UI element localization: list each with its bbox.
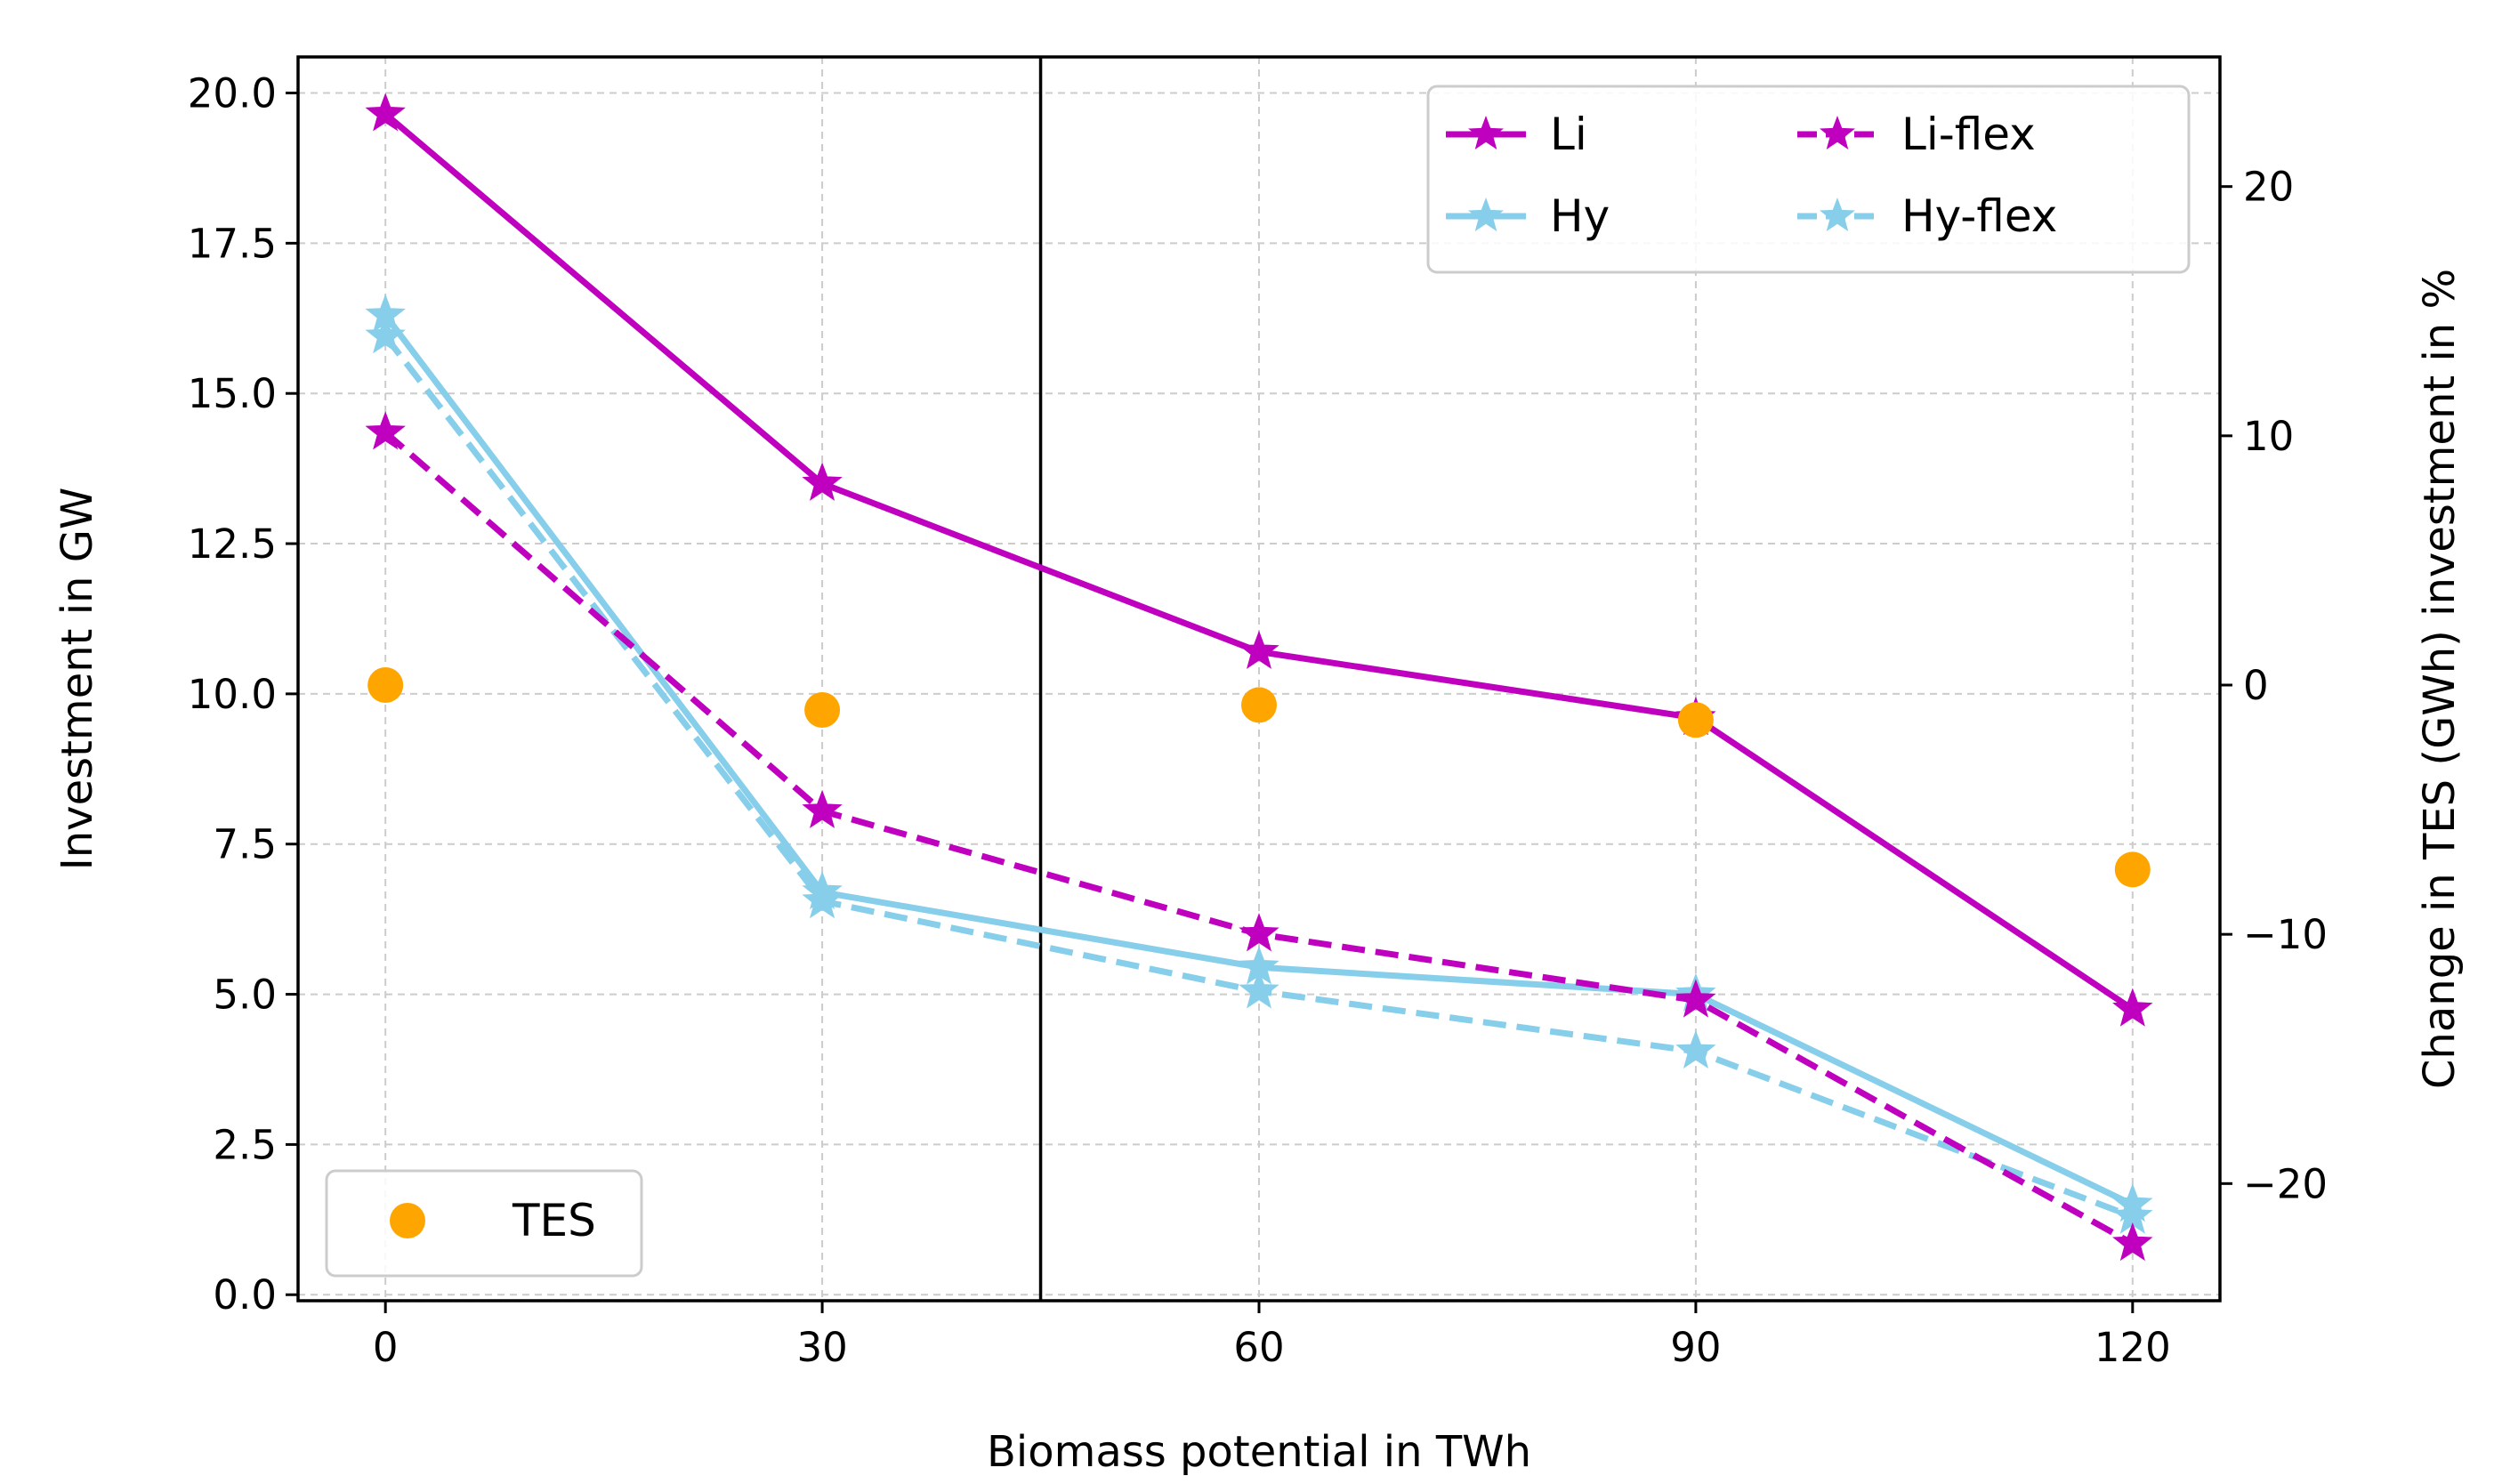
y2-axis-title: Change in TES (GWh) investment in % (2415, 269, 2465, 1089)
data-point-li (2112, 988, 2153, 1027)
y2-tick-label: 10 (2243, 413, 2294, 460)
y-axis-title: Investment in GW (52, 488, 102, 871)
y2-tick-label: 0 (2243, 662, 2269, 709)
data-point-li (802, 462, 843, 501)
x-axis-title: Biomass potential in TWh (987, 1427, 1531, 1477)
data-point-li (1239, 630, 1279, 669)
legend-label-hy: Hy (1550, 190, 1610, 242)
data-point-tes (2114, 851, 2151, 888)
legend-swatch-marker-hy (1468, 198, 1504, 231)
data-point-tes (1241, 687, 1277, 723)
x-axis-ticks: 0 30 60 90 120 (373, 1301, 2171, 1371)
data-point-tes (804, 692, 841, 729)
data-point-tes (1677, 702, 1714, 738)
data-point-li-flex (1239, 913, 1279, 952)
legend-entry-li: Li (1446, 109, 1587, 160)
y-axis-ticks: 0.0 2.5 5.0 7.5 10.0 12.5 15.0 17.5 20.0 (188, 70, 298, 1319)
y-tick-label: 15.0 (188, 370, 277, 417)
y2-tick-label: −10 (2243, 911, 2328, 958)
data-point-hy (1239, 946, 1279, 985)
legend-label-hy-flex: Hy-flex (1901, 190, 2057, 242)
data-point-hy (2112, 1183, 2153, 1222)
x-tick-label: 120 (2094, 1324, 2171, 1371)
legend-main: Li Li-flex Hy Hy-flex (1426, 85, 2191, 274)
y-tick-label: 20.0 (188, 70, 277, 117)
y2-tick-label: −20 (2243, 1160, 2328, 1207)
legend-swatch-marker-li-flex (1820, 116, 1855, 149)
y-tick-label: 12.5 (188, 520, 277, 568)
data-point-li (365, 93, 406, 132)
y2-axis-ticks: −20 −10 0 10 20 (2220, 164, 2328, 1207)
x-tick-label: 60 (1233, 1324, 1284, 1371)
legend-label-li: Li (1550, 109, 1587, 160)
data-point-li-flex (2112, 1222, 2153, 1262)
legend-swatch-marker-hy-flex (1820, 198, 1855, 231)
data-point-tes (367, 667, 404, 704)
legend-entry-li-flex: Li-flex (1797, 109, 2036, 160)
data-point-li-flex (1675, 979, 1716, 1018)
legend-main-box (1426, 85, 2191, 274)
y-tick-label: 5.0 (213, 972, 277, 1019)
y-tick-label: 2.5 (213, 1121, 277, 1168)
x-tick-label: 0 (373, 1324, 399, 1371)
y-tick-label: 10.0 (188, 671, 277, 718)
y2-tick-label: 20 (2243, 164, 2294, 211)
series-layer (365, 93, 2153, 1262)
data-point-li-flex (365, 411, 406, 450)
y-tick-label: 0.0 (213, 1271, 277, 1319)
legend-entry-tes: TES (390, 1195, 596, 1246)
x-tick-label: 90 (1670, 1324, 1721, 1371)
legend-entry-hy: Hy (1446, 190, 1610, 242)
legend-label-li-flex: Li-flex (1901, 109, 2036, 160)
data-point-li-flex (802, 789, 843, 828)
x-tick-label: 30 (796, 1324, 847, 1371)
legend-entry-hy-flex: Hy-flex (1797, 190, 2057, 242)
data-point-hy-flex (1675, 1029, 1716, 1069)
y-tick-label: 17.5 (188, 220, 277, 267)
legend-tes: TES (325, 1169, 643, 1278)
legend-tes-box (325, 1169, 643, 1278)
y-tick-label: 7.5 (213, 821, 277, 868)
legend-swatch-marker-li (1468, 116, 1504, 149)
series-li-flex (365, 411, 2153, 1262)
data-point-hy (802, 870, 843, 909)
legend-label-tes: TES (512, 1195, 596, 1246)
legend-swatch-marker-tes (390, 1203, 425, 1238)
data-point-hy-flex (1239, 970, 1279, 1009)
data-point-hy (365, 294, 406, 333)
series-tes (367, 667, 2151, 888)
